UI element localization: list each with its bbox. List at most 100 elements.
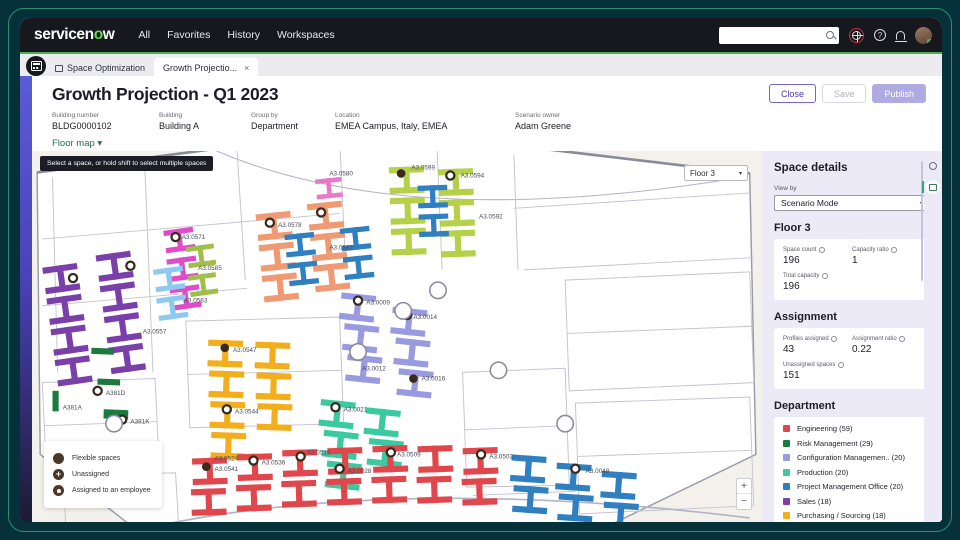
department-row[interactable]: Project Management Office (20) xyxy=(783,482,921,491)
svg-text:A3.0585: A3.0585 xyxy=(198,265,222,272)
legend-label: Unassigned xyxy=(72,471,109,478)
department-label: Engineering (59) xyxy=(797,424,853,433)
logo-text-o: o xyxy=(93,26,103,43)
metric-capacity-ratio: Capacity ratio 1 xyxy=(852,247,921,266)
space-details-panel: Space details View by Scenario Mode ▾ Fl… xyxy=(762,151,942,522)
page-body: Growth Projection - Q1 2023 Close Save P… xyxy=(32,76,942,522)
floor-section-title: Floor 3 xyxy=(774,222,811,234)
settings-button[interactable] xyxy=(926,159,940,173)
metric-space-count: Space count 196 xyxy=(783,247,852,266)
avatar[interactable] xyxy=(915,26,932,44)
svg-text:A3.0524: A3.0524 xyxy=(215,456,239,463)
meta-label: Group by xyxy=(251,112,278,119)
publish-button[interactable]: Publish xyxy=(872,84,926,103)
meta-location: Location EMEA Campus, Italy, EMEA xyxy=(335,112,515,131)
department-label: Configuration Managemen.. (20) xyxy=(797,453,905,462)
bell-icon[interactable] xyxy=(895,30,907,42)
svg-text:A3.0536: A3.0536 xyxy=(262,460,286,467)
space-details-toggle[interactable] xyxy=(922,180,940,194)
svg-text:A3.0582: A3.0582 xyxy=(329,244,353,251)
panel-scrollbar[interactable] xyxy=(921,161,923,281)
global-nav-links: All Favorites History Workspaces xyxy=(138,29,334,41)
gear-icon xyxy=(929,162,937,170)
department-row[interactable]: Risk Management (29) xyxy=(783,439,921,448)
tab-space-optimization[interactable]: Space Optimization xyxy=(46,58,154,78)
accent-bar xyxy=(20,52,942,54)
nav-link-history[interactable]: History xyxy=(227,29,260,41)
svg-text:A3.0509: A3.0509 xyxy=(397,451,421,458)
svg-text:A3.0021: A3.0021 xyxy=(344,406,368,413)
svg-text:A3.0592: A3.0592 xyxy=(479,214,503,221)
chevron-down-icon: ▾ xyxy=(97,137,103,149)
department-row[interactable]: Configuration Managemen.. (20) xyxy=(783,453,921,462)
globe-icon[interactable] xyxy=(849,27,864,43)
svg-text:A3.0541: A3.0541 xyxy=(215,466,239,473)
legend-item: Assigned to an employee xyxy=(53,485,153,496)
tab-floor-map-label: Floor map xyxy=(52,137,95,149)
info-icon[interactable] xyxy=(818,247,825,253)
svg-text:A3.0009: A3.0009 xyxy=(366,300,390,307)
metric-value: 0.22 xyxy=(852,344,872,355)
department-legend: Engineering (59) Risk Management (29) Co… xyxy=(774,417,930,522)
side-rail xyxy=(20,76,32,522)
floor-plan-svg: A3.0571 A3.0585 A3.0563 A3.0557 A3.0580 A3.… xyxy=(36,151,757,522)
svg-text:A3.0515: A3.0515 xyxy=(307,449,331,456)
department-row[interactable]: Sales (18) xyxy=(783,497,921,506)
info-icon[interactable] xyxy=(899,336,906,342)
global-search-input[interactable] xyxy=(719,26,839,44)
page-header: Growth Projection - Q1 2023 Close Save P… xyxy=(32,76,942,153)
department-label: Sales (18) xyxy=(797,496,832,506)
meta-building: Building Building A xyxy=(159,112,251,131)
info-icon[interactable] xyxy=(837,362,844,368)
svg-text:A3.0580: A3.0580 xyxy=(329,171,353,178)
servicenow-logo[interactable]: servicenow xyxy=(34,26,115,44)
color-swatch xyxy=(783,454,790,461)
svg-text:A3.0599: A3.0599 xyxy=(411,164,435,171)
color-swatch xyxy=(783,483,790,490)
view-by-select[interactable]: Scenario Mode ▾ xyxy=(774,195,930,211)
tab-label: Growth Projectio... xyxy=(163,63,238,73)
help-icon[interactable]: ? xyxy=(874,29,886,41)
department-label: Purchasing / Sourcing (18) xyxy=(797,511,886,520)
metric-unassigned-spaces: Unassigned spaces 151 xyxy=(783,362,921,381)
logo-text-prefix: servicen xyxy=(34,26,94,43)
department-label: Production (20) xyxy=(797,467,849,477)
department-row[interactable]: Production (20) xyxy=(783,468,921,477)
map-legend: Flexible spaces Unassigned Assigned to a… xyxy=(44,441,162,508)
person-pin-icon xyxy=(53,485,64,496)
info-icon[interactable] xyxy=(821,273,828,279)
zoom-in-button[interactable]: + xyxy=(737,479,751,494)
legend-label: Assigned to an employee xyxy=(72,487,151,494)
nav-link-workspaces[interactable]: Workspaces xyxy=(277,29,335,41)
color-swatch xyxy=(783,425,790,432)
svg-text:A3.0012: A3.0012 xyxy=(362,365,386,372)
save-button[interactable]: Save xyxy=(821,84,867,103)
close-button[interactable]: Close xyxy=(768,84,816,103)
meta-value: Building A xyxy=(159,120,200,131)
tab-growth-projection[interactable]: Growth Projectio... × xyxy=(154,58,259,78)
app-launcher-button[interactable] xyxy=(26,56,46,76)
nav-link-all[interactable]: All xyxy=(138,29,151,41)
floor-selector[interactable]: Floor 3 ▾ xyxy=(684,165,748,181)
department-row[interactable]: Engineering (59) xyxy=(783,424,921,433)
logo-text-suffix: w xyxy=(102,26,115,43)
svg-text:A3.0557: A3.0557 xyxy=(143,328,167,335)
svg-text:A3.0594: A3.0594 xyxy=(461,173,485,180)
floor-map-canvas[interactable]: A3.0571 A3.0585 A3.0563 A3.0557 A3.0580 A3.… xyxy=(32,151,762,522)
svg-text:A381A: A381A xyxy=(63,404,83,411)
metric-label: Assignment ratio xyxy=(852,336,897,342)
department-row[interactable]: Purchasing / Sourcing (18) xyxy=(783,511,921,520)
zoom-out-button[interactable]: − xyxy=(741,496,747,507)
svg-text:A381K: A381K xyxy=(130,419,150,426)
info-icon[interactable] xyxy=(831,336,838,342)
info-icon[interactable] xyxy=(891,247,898,253)
department-label: Project Management Office (20) xyxy=(797,482,904,491)
meta-building-number: Building number BLDG0000102 xyxy=(52,112,159,131)
grid-icon xyxy=(30,61,42,71)
nav-link-favorites[interactable]: Favorites xyxy=(167,29,211,41)
panel-icon xyxy=(929,183,937,191)
decorative-frame xyxy=(8,8,952,532)
record-metadata: Building number BLDG0000102 Building Bui… xyxy=(52,112,926,131)
close-icon[interactable]: × xyxy=(244,63,250,73)
metric-value: 196 xyxy=(783,255,800,266)
